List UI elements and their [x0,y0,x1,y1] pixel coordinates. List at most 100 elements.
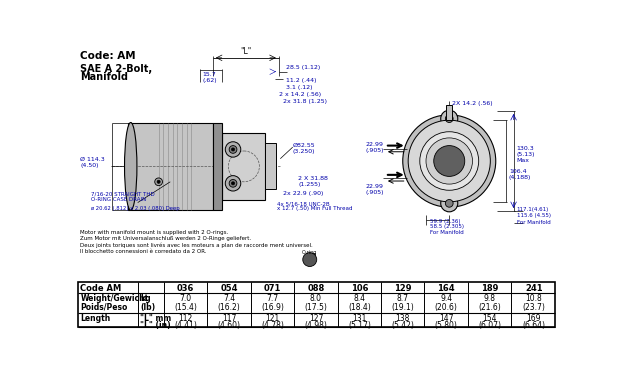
Text: (23.7): (23.7) [522,303,545,312]
Text: 58.5 (2.305): 58.5 (2.305) [430,224,464,229]
Circle shape [446,200,453,207]
Text: (.905): (.905) [366,190,384,195]
Text: 2X 14.2 (.56): 2X 14.2 (.56) [452,101,493,106]
Text: Il blocchetto connessioni è corredato da 2 OR.: Il blocchetto connessioni è corredato da… [80,249,207,254]
Text: Poids/Peso: Poids/Peso [80,303,128,312]
Text: 2x 31.8 (1.25): 2x 31.8 (1.25) [282,100,327,104]
Circle shape [157,180,160,183]
Text: (5.13): (5.13) [517,152,535,157]
Text: 106: 106 [350,284,368,293]
Text: 15.7: 15.7 [202,73,216,78]
Text: 088: 088 [307,284,324,293]
Text: 7.7: 7.7 [266,294,279,303]
Circle shape [420,132,479,190]
Text: Ø82.55: Ø82.55 [293,143,315,148]
Text: 7.0: 7.0 [180,294,192,303]
Text: (3.250): (3.250) [293,149,315,154]
Text: Max: Max [517,158,530,163]
Text: 241: 241 [525,284,543,293]
Text: "L": "L" [240,47,252,56]
Circle shape [426,138,473,184]
Circle shape [232,182,235,185]
Circle shape [229,180,237,187]
Text: 129: 129 [394,284,412,293]
Text: "L" (in): "L" (in) [140,321,171,330]
Text: (4.98): (4.98) [305,321,328,330]
Circle shape [226,176,241,191]
Circle shape [232,148,235,151]
Text: (4.41): (4.41) [174,321,197,330]
Text: Manifold: Manifold [80,73,129,82]
Text: 115.6 (4.55): 115.6 (4.55) [517,213,551,218]
Text: 189: 189 [481,284,498,293]
Text: 9.8: 9.8 [483,294,496,303]
Text: O-RING CASE DRAIN: O-RING CASE DRAIN [91,197,146,202]
Circle shape [154,178,163,186]
Text: 59.9 (2.36): 59.9 (2.36) [430,219,460,224]
Text: 169: 169 [527,314,541,323]
Text: 117: 117 [222,314,236,323]
Circle shape [303,252,317,267]
Text: 9.4: 9.4 [440,294,452,303]
Text: 22.99: 22.99 [366,142,384,147]
Text: 112: 112 [179,314,193,323]
Text: (21.6): (21.6) [478,303,501,312]
Text: B: B [452,173,456,178]
Text: 131: 131 [352,314,366,323]
Text: Code: AM: Code: AM [80,51,136,61]
Text: SAE A 2-Bolt,: SAE A 2-Bolt, [80,64,153,74]
Text: 127: 127 [309,314,323,323]
Text: 8.0: 8.0 [310,294,322,303]
Text: 154: 154 [482,314,497,323]
Circle shape [408,120,490,202]
Text: Length: Length [80,314,111,323]
Text: 2x 22.9 (.90): 2x 22.9 (.90) [282,191,323,196]
Text: 138: 138 [396,314,410,323]
Text: (6.64): (6.64) [522,321,545,330]
Ellipse shape [124,122,137,210]
Text: (lb): (lb) [140,303,155,312]
Circle shape [403,115,496,207]
Circle shape [441,110,458,127]
Text: 147: 147 [439,314,454,323]
Text: kg: kg [140,294,151,303]
Text: (19.1): (19.1) [391,303,414,312]
Text: 117.1(4.61): 117.1(4.61) [517,207,549,212]
Text: (1.255): (1.255) [298,182,321,187]
Text: 8.7: 8.7 [397,294,408,303]
Text: Code AM: Code AM [80,284,122,293]
Bar [128,123,213,210]
Text: 121: 121 [265,314,280,323]
Bar [78,282,556,327]
Text: 4x 5/16-18 UNC-2B: 4x 5/16-18 UNC-2B [277,201,330,206]
Text: 036: 036 [177,284,195,293]
Text: 2 X 31.88: 2 X 31.88 [298,176,328,181]
Bar [222,133,265,200]
Text: (6.07): (6.07) [478,321,501,330]
Text: (17.5): (17.5) [305,303,328,312]
Text: For Manifold: For Manifold [517,220,551,225]
Text: 11.2 (.44): 11.2 (.44) [287,78,317,83]
Text: (.905): (.905) [366,148,384,153]
Circle shape [441,195,458,212]
Bar [265,143,276,189]
Text: 3.1 (.12): 3.1 (.12) [287,85,313,90]
Text: ø 20.62 (.812) x 2.03 (.080) Deep: ø 20.62 (.812) x 2.03 (.080) Deep [91,207,180,211]
Text: 2 x 14.2 (.56): 2 x 14.2 (.56) [279,92,321,97]
Circle shape [434,145,465,176]
Text: Weight/Gewicht: Weight/Gewicht [80,294,148,303]
Text: Zum Motor mit Universalanschluß werden 2 O-Ringe geliefert.: Zum Motor mit Universalanschluß werden 2… [80,236,252,241]
Text: Ø 114.3: Ø 114.3 [80,157,105,162]
Text: (5.80): (5.80) [434,321,457,330]
Text: 164: 164 [438,284,455,293]
Text: 22.99: 22.99 [366,184,384,189]
Circle shape [446,115,453,123]
Circle shape [229,145,237,153]
Text: (5.17): (5.17) [348,321,371,330]
Text: 7/16-20 STRAIGHT THD: 7/16-20 STRAIGHT THD [91,192,155,197]
Text: For Manifold: For Manifold [430,230,464,234]
Bar [213,123,222,210]
Text: (4.188): (4.188) [509,175,531,180]
Text: Deux joints toriques sont livrés avec les moteurs a plan de raccorde ment univer: Deux joints toriques sont livrés avec le… [80,243,313,248]
Bar [446,105,452,120]
